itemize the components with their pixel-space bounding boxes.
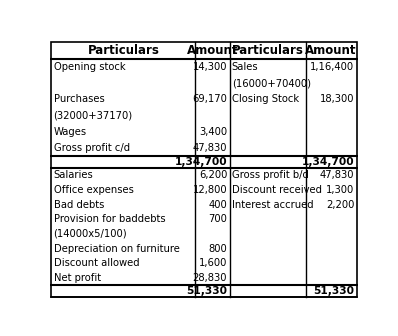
Text: 47,830: 47,830 bbox=[320, 170, 354, 180]
Text: (32000+37170): (32000+37170) bbox=[54, 111, 133, 120]
Text: Opening stock: Opening stock bbox=[54, 62, 125, 72]
Text: Discount allowed: Discount allowed bbox=[54, 258, 139, 268]
Text: 1,16,400: 1,16,400 bbox=[310, 62, 354, 72]
Text: 14,300: 14,300 bbox=[193, 62, 227, 72]
Text: Particulars: Particulars bbox=[232, 44, 303, 57]
Text: 18,300: 18,300 bbox=[320, 94, 354, 104]
Text: Discount received: Discount received bbox=[232, 185, 322, 195]
Text: Sales: Sales bbox=[232, 62, 258, 72]
Text: 700: 700 bbox=[208, 214, 227, 224]
Text: Provision for baddebts: Provision for baddebts bbox=[54, 214, 165, 224]
Text: (14000x5/100): (14000x5/100) bbox=[54, 229, 127, 239]
Text: Amount: Amount bbox=[305, 44, 357, 57]
Text: Particulars: Particulars bbox=[88, 44, 159, 57]
Text: 6,200: 6,200 bbox=[199, 170, 227, 180]
Text: Purchases: Purchases bbox=[54, 94, 104, 104]
Text: 12,800: 12,800 bbox=[193, 185, 227, 195]
Text: Closing Stock: Closing Stock bbox=[232, 94, 299, 104]
Text: 1,600: 1,600 bbox=[199, 258, 227, 268]
Text: Office expenses: Office expenses bbox=[54, 185, 133, 195]
Text: 1,34,700: 1,34,700 bbox=[302, 157, 354, 167]
Text: 1,34,700: 1,34,700 bbox=[175, 157, 227, 167]
Text: Gross profit b/d: Gross profit b/d bbox=[232, 170, 309, 180]
Text: 800: 800 bbox=[209, 244, 227, 254]
Text: 3,400: 3,400 bbox=[199, 127, 227, 136]
Text: (16000+70400): (16000+70400) bbox=[232, 78, 311, 88]
Text: 47,830: 47,830 bbox=[193, 143, 227, 153]
Text: 1,300: 1,300 bbox=[326, 185, 354, 195]
Text: 51,330: 51,330 bbox=[313, 286, 354, 296]
Text: 28,830: 28,830 bbox=[193, 273, 227, 283]
Text: Net profit: Net profit bbox=[54, 273, 101, 283]
Text: Gross profit c/d: Gross profit c/d bbox=[54, 143, 130, 153]
Text: 400: 400 bbox=[209, 200, 227, 210]
Text: 2,200: 2,200 bbox=[326, 200, 354, 210]
Text: Amount: Amount bbox=[187, 44, 238, 57]
Text: 69,170: 69,170 bbox=[192, 94, 227, 104]
Text: Depreciation on furniture: Depreciation on furniture bbox=[54, 244, 179, 254]
Text: Salaries: Salaries bbox=[54, 170, 94, 180]
Text: 51,330: 51,330 bbox=[186, 286, 227, 296]
Text: Interest accrued: Interest accrued bbox=[232, 200, 314, 210]
Text: Wages: Wages bbox=[54, 127, 87, 136]
Text: Bad debts: Bad debts bbox=[54, 200, 104, 210]
